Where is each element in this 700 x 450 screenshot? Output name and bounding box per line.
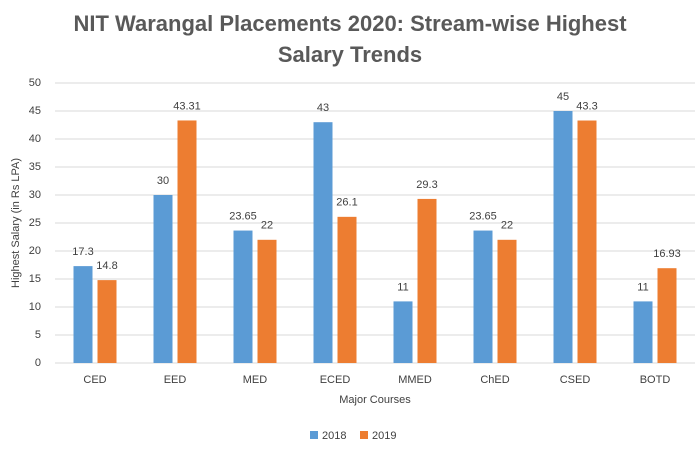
- bar: [473, 230, 493, 363]
- y-tick-label: 20: [29, 245, 41, 257]
- value-label: 26.1: [336, 197, 357, 209]
- y-axis-label: Highest Salary (in Rs LPA): [10, 158, 22, 288]
- bar: [233, 230, 253, 363]
- bar: [337, 216, 357, 363]
- legend-swatch: [310, 431, 318, 439]
- x-tick-label: EED: [164, 374, 187, 386]
- y-tick-label: 45: [29, 105, 41, 117]
- y-tick-label: 10: [29, 301, 41, 313]
- value-label: 43.31: [173, 100, 201, 112]
- x-tick-label: CED: [83, 374, 106, 386]
- bar: [497, 239, 517, 363]
- legend-swatch: [360, 431, 368, 439]
- bar: [73, 266, 93, 363]
- value-label: 43: [317, 102, 329, 114]
- x-axis-label: Major Courses: [339, 394, 411, 406]
- y-tick-label: 0: [35, 357, 41, 369]
- value-label: 11: [397, 281, 408, 293]
- value-label: 23.65: [229, 210, 257, 222]
- value-label: 16.93: [653, 248, 681, 260]
- value-label: 22: [501, 220, 513, 232]
- x-tick-label: CSED: [560, 374, 591, 386]
- chart-title: NIT Warangal Placements 2020: Stream-wis…: [73, 11, 627, 67]
- y-tick-label: 5: [35, 329, 41, 341]
- x-tick-label: ChED: [480, 374, 509, 386]
- value-label: 11: [637, 281, 648, 293]
- y-tick-label: 30: [29, 189, 41, 201]
- value-label: 29.3: [416, 179, 437, 191]
- value-label: 45: [557, 91, 569, 103]
- x-tick-label: MMED: [398, 374, 432, 386]
- bar: [417, 198, 437, 363]
- y-tick-label: 25: [29, 217, 41, 229]
- bar: [577, 120, 597, 364]
- y-tick-label: 50: [29, 77, 41, 89]
- bar: [97, 280, 117, 363]
- bar: [657, 268, 677, 363]
- value-label: 22: [261, 220, 273, 232]
- y-tick-label: 15: [29, 273, 41, 285]
- x-tick-label: MED: [243, 374, 268, 386]
- bar: [393, 301, 413, 363]
- value-label: 30: [157, 175, 169, 187]
- value-label: 14.8: [96, 260, 117, 272]
- legend-label: 2018: [322, 430, 346, 442]
- bar: [177, 120, 197, 364]
- legend-label: 2019: [372, 430, 396, 442]
- bar: [257, 239, 277, 363]
- value-label: 17.3: [72, 246, 93, 258]
- value-label: 43.3: [576, 100, 597, 112]
- x-tick-label: ECED: [320, 374, 351, 386]
- bar: [153, 195, 173, 363]
- bar: [313, 122, 333, 363]
- bar: [633, 301, 653, 363]
- value-label: 23.65: [469, 210, 497, 222]
- y-tick-label: 40: [29, 133, 41, 145]
- y-tick-label: 35: [29, 161, 41, 173]
- x-tick-label: BOTD: [640, 374, 671, 386]
- bar: [553, 111, 573, 363]
